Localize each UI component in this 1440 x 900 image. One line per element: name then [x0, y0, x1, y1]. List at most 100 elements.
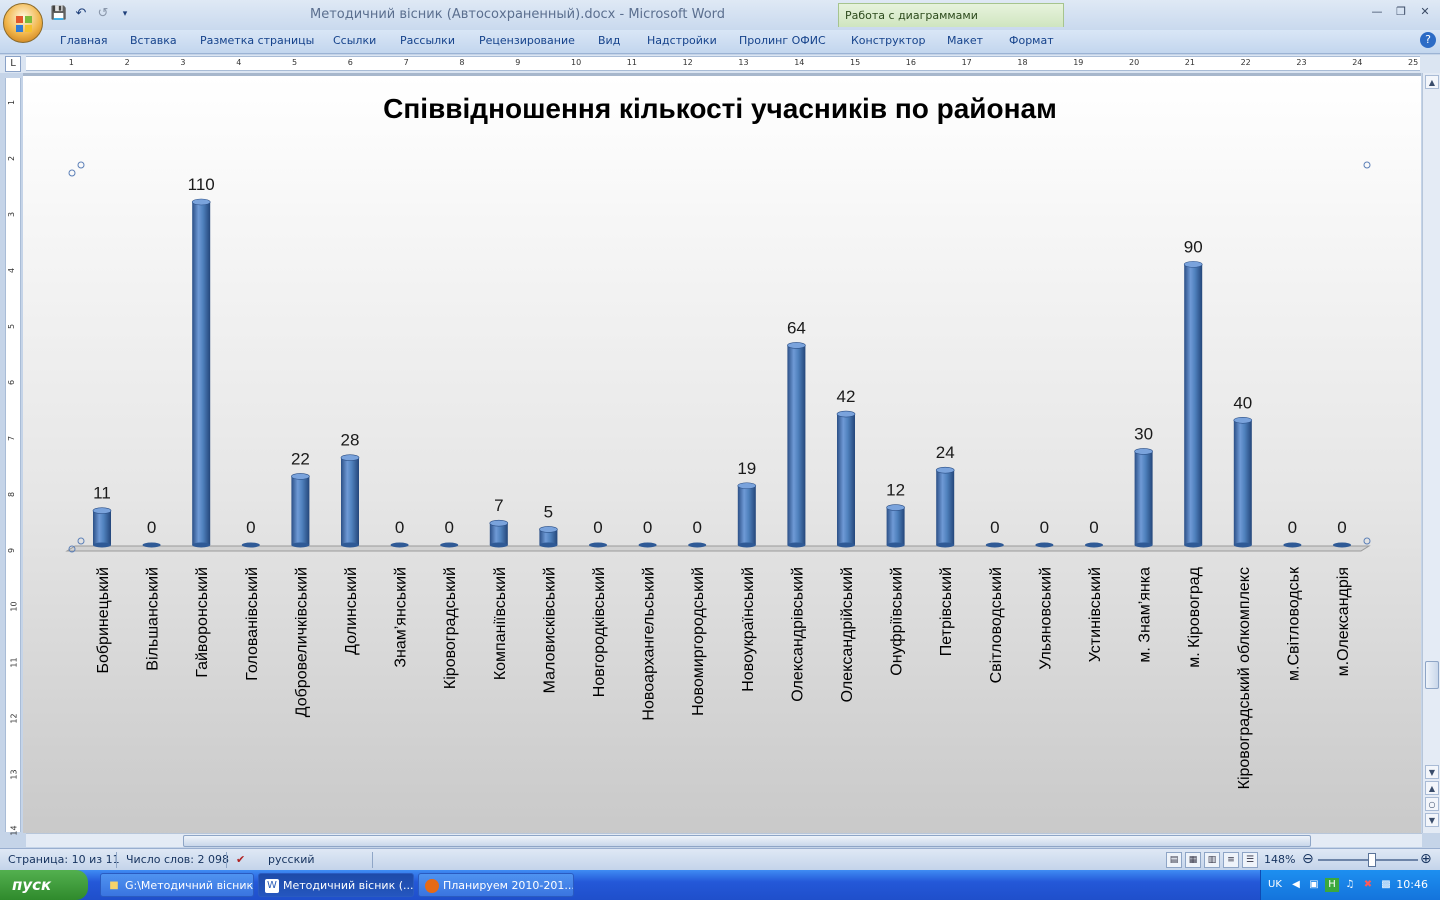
selection-handle[interactable]	[77, 161, 85, 169]
chart-bar[interactable]	[638, 542, 657, 548]
restore-icon[interactable]: ❐	[1396, 5, 1406, 18]
customize-qat-icon[interactable]: ▾	[122, 9, 128, 19]
chart-bar[interactable]	[1283, 542, 1302, 548]
save-icon[interactable]: 💾	[50, 6, 68, 21]
tab-proling[interactable]: Пролинг ОФИС	[739, 34, 826, 47]
tab-page-layout[interactable]: Разметка страницы	[200, 34, 315, 47]
chart-bar[interactable]	[539, 526, 558, 548]
chart-bar[interactable]	[836, 410, 856, 548]
chart-bar[interactable]	[1085, 542, 1103, 548]
language-indicator[interactable]: русский	[268, 853, 315, 866]
vertical-scroll-thumb[interactable]	[1425, 661, 1439, 689]
page-indicator[interactable]: Страница: 10 из 11	[8, 853, 120, 866]
tray-monitor-icon[interactable]: ▩	[1381, 879, 1391, 890]
outline-view-icon[interactable]: ≡	[1223, 852, 1239, 868]
chart-bar[interactable]	[688, 542, 707, 548]
chart-bar[interactable]	[340, 454, 360, 548]
tab-addins[interactable]: Надстройки	[647, 34, 717, 47]
horizontal-ruler[interactable]: 1 2 3 4 5 6 7 8 9 10 11 12 13 14 15 16 17 18 19 20 21 22 23 24 2…	[26, 56, 1420, 71]
taskbar-item-folder[interactable]: ■ G:\Методичний вісник	[100, 873, 254, 897]
tray-volume-icon[interactable]: ♫	[1345, 879, 1355, 890]
chart-bar[interactable]	[737, 482, 757, 548]
document-area[interactable]: Співвідношення кількості учасників по ра…	[23, 73, 1421, 833]
ruler-number: 11	[626, 58, 637, 67]
browse-object-icon[interactable]: ○	[1425, 797, 1439, 811]
word-count[interactable]: Число слов: 2 098	[126, 853, 229, 866]
chart-bar[interactable]	[142, 542, 161, 548]
proofing-icon[interactable]: ✔	[236, 853, 246, 866]
chart-bar[interactable]	[489, 519, 509, 548]
zoom-slider-knob[interactable]	[1368, 853, 1376, 867]
chart-bar[interactable]	[1134, 448, 1153, 548]
scroll-up-icon[interactable]: ▲	[1425, 75, 1439, 89]
vertical-ruler[interactable]: 1 2 3 4 5 6 7 8 9 10 11 12 13 14	[5, 78, 21, 836]
vertical-scrollbar[interactable]: ▲ ▼ ▲ ○ ▼	[1422, 73, 1440, 833]
chart-bar[interactable]	[886, 504, 905, 548]
print-layout-icon[interactable]: ▤	[1166, 852, 1182, 868]
selection-handle[interactable]	[68, 169, 76, 177]
category-label: Вільшанський	[145, 567, 162, 671]
chart-bar[interactable]	[1183, 261, 1203, 548]
data-label: 42	[837, 387, 856, 406]
tab-references[interactable]: Ссылки	[333, 34, 377, 47]
category-label: м. Кіровоград	[1186, 566, 1203, 667]
redo-icon[interactable]: ↺	[97, 6, 109, 21]
next-page-icon[interactable]: ▼	[1425, 813, 1439, 827]
chart-bar[interactable]	[291, 473, 310, 548]
tab-view[interactable]: Вид	[598, 34, 621, 47]
chart-bar[interactable]	[390, 542, 409, 548]
chart-bar[interactable]	[440, 542, 459, 548]
draft-view-icon[interactable]: ☰	[1242, 852, 1258, 868]
minimize-icon[interactable]: —	[1371, 5, 1383, 18]
tab-layout[interactable]: Макет	[947, 34, 984, 47]
taskbar-item-word[interactable]: W Методичний вісник (...	[258, 873, 414, 897]
selection-handle[interactable]	[1363, 537, 1371, 545]
tab-design[interactable]: Конструктор	[851, 34, 926, 47]
undo-icon[interactable]: ↶	[75, 6, 87, 21]
close-icon[interactable]: ✕	[1420, 5, 1430, 18]
chart-bar[interactable]	[787, 342, 806, 548]
tray-app-icon[interactable]: H	[1325, 878, 1339, 892]
start-button[interactable]: пуск	[0, 870, 88, 900]
chart-bar[interactable]	[241, 542, 260, 548]
chart-bar[interactable]	[92, 507, 112, 548]
ruler-number: 12	[682, 58, 693, 67]
prev-page-icon[interactable]: ▲	[1425, 781, 1439, 795]
selection-handle[interactable]	[68, 545, 76, 553]
tab-mailings[interactable]: Рассылки	[400, 34, 455, 47]
tray-antivirus-icon[interactable]: ✖	[1363, 879, 1373, 890]
chart-bar[interactable]	[191, 198, 211, 548]
full-screen-reading-icon[interactable]: ▦	[1185, 852, 1201, 868]
ruler-number: 7	[403, 58, 409, 67]
tab-home[interactable]: Главная	[60, 34, 108, 47]
tab-format[interactable]: Формат	[1009, 34, 1054, 47]
zoom-level[interactable]: 148%	[1264, 853, 1296, 866]
zoom-out-icon[interactable]: ⊖	[1302, 851, 1314, 867]
chart-bar[interactable]	[1333, 542, 1351, 548]
selection-handle[interactable]	[77, 537, 85, 545]
category-label: Устинівський	[1087, 567, 1104, 662]
chart-bar[interactable]	[1233, 416, 1253, 548]
web-layout-icon[interactable]: ▥	[1204, 852, 1220, 868]
folder-icon: ■	[109, 880, 119, 891]
chart-bar[interactable]	[985, 542, 1004, 548]
chart-bar[interactable]	[589, 542, 607, 548]
language-indicator-tray[interactable]: UK	[1268, 879, 1282, 890]
tab-selector[interactable]: L	[5, 56, 21, 72]
help-icon[interactable]: ?	[1420, 32, 1436, 48]
category-label: Новоархангельський	[641, 567, 658, 721]
tray-network-icon[interactable]: ▣	[1309, 879, 1319, 890]
tab-insert[interactable]: Вставка	[130, 34, 177, 47]
zoom-in-icon[interactable]: ⊕	[1420, 851, 1432, 867]
horizontal-scrollbar[interactable]	[26, 833, 1422, 847]
chart-bar[interactable]	[935, 466, 955, 548]
taskbar-item-firefox[interactable]: Планируем 2010-201...	[418, 873, 574, 897]
tray-back-icon[interactable]: ◀	[1292, 879, 1300, 890]
scroll-down-icon[interactable]: ▼	[1425, 765, 1439, 779]
office-button[interactable]	[3, 3, 43, 43]
horizontal-scroll-thumb[interactable]	[183, 835, 1311, 847]
selection-handle[interactable]	[1363, 161, 1371, 169]
chart-bar[interactable]	[1035, 542, 1054, 548]
tab-review[interactable]: Рецензирование	[479, 34, 575, 47]
chart[interactable]: Співвідношення кількості учасників по ра…	[23, 76, 1421, 833]
